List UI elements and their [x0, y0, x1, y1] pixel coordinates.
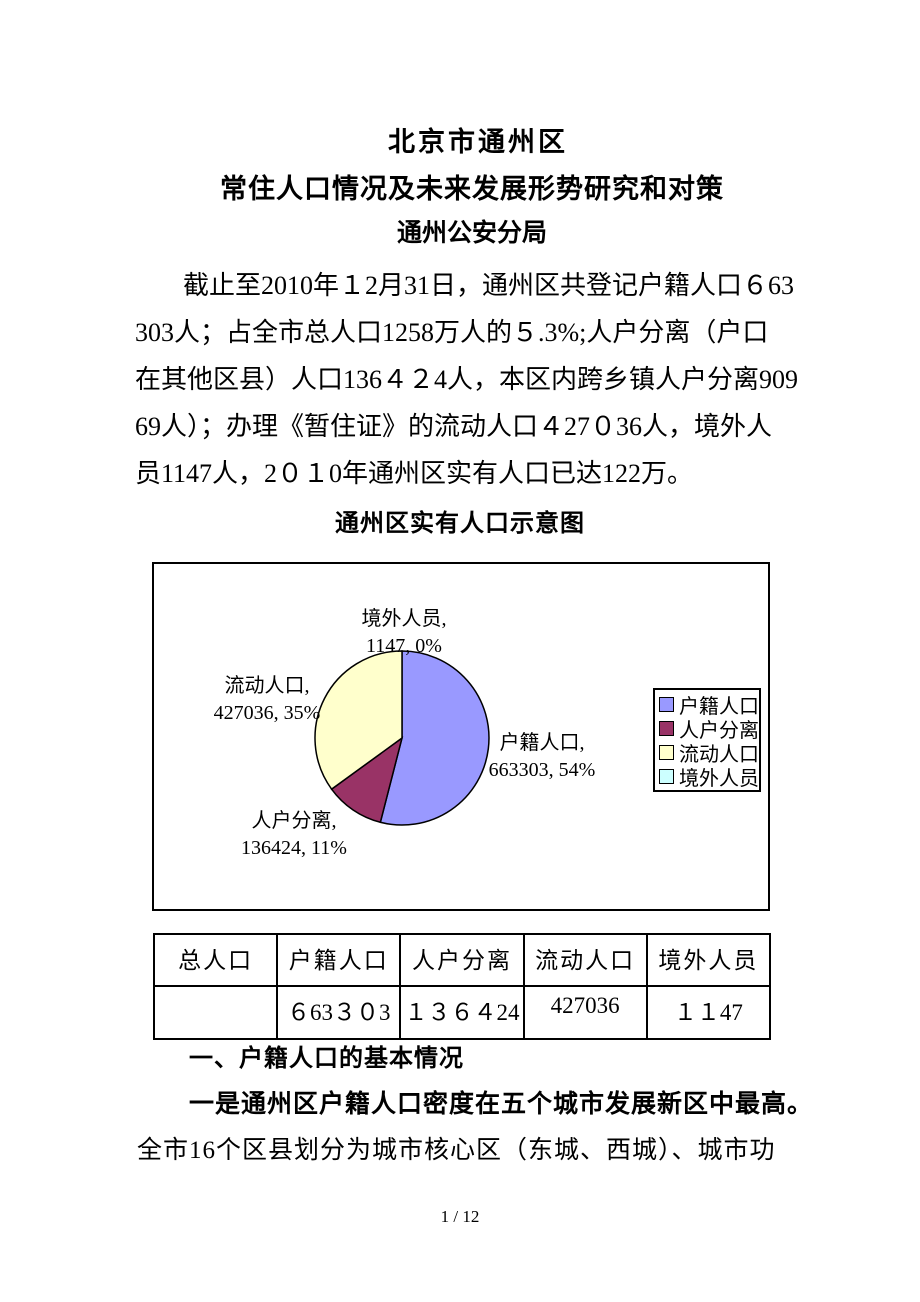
population-table: 总人口 户籍人口 人户分离 流动人口 境外人员 ６63３０3 １３６４24 427036 １１…	[152, 933, 772, 1040]
section-heading: 一、户籍人口的基本情况	[189, 1045, 464, 1072]
paragraph-line-2: 303人；占全市总人口1258万人的５.3%;人户分离（户口	[135, 318, 769, 347]
chart-title: 通州区实有人口示意图	[335, 510, 585, 537]
pie-label-line: 户籍人口,	[499, 732, 585, 754]
pie-label-line: 人户分离,	[251, 810, 337, 832]
legend-item-liudong: 流动人口	[659, 740, 759, 766]
pie-label-line: 136424, 11%	[241, 837, 347, 859]
legend-label-liudong: 流动人口	[679, 743, 759, 766]
legend-label-jingwai: 境外人员	[679, 767, 759, 790]
paragraph-line-3: 在其他区县）人口136４２4人，本区内跨乡镇人户分离909	[135, 365, 799, 394]
intro-paragraph: 截止至2010年１2月31日，通州区共登记户籍人口６63 303人；占全市总人口1…	[135, 262, 799, 497]
legend-item-jingwai: 境外人员	[659, 764, 759, 790]
pie-slice-liudong	[314, 650, 403, 791]
paragraph-line-5: 员1147人，2０１0年通州区实有人口已达122万。	[135, 459, 694, 488]
table-header-cell-4: 流动人口	[522, 933, 648, 987]
pie-label-liudong: 流动人口, 427036, 35%	[177, 673, 357, 727]
pie-label-line: 流动人口,	[224, 675, 310, 697]
table-value-cell-1	[152, 985, 279, 1040]
section-bold-line: 一是通州区户籍人口密度在五个城市发展新区中最高。	[189, 1091, 814, 1118]
pie-slice-huji	[379, 650, 490, 826]
legend-swatch-liudong	[659, 744, 674, 760]
doc-subtitle-agency: 通州公安分局	[396, 220, 547, 247]
pie-label-line: 1147, 0%	[366, 635, 442, 657]
pie-label-line: 427036, 35%	[213, 702, 321, 724]
pie-label-jingwai: 境外人员, 1147, 0%	[314, 606, 494, 660]
page-number: 1 / 12	[440, 1207, 480, 1226]
doc-title-line2: 常住人口情况及未来发展形势研究和对策	[220, 174, 724, 204]
legend-swatch-renhu	[659, 720, 674, 736]
table-header-row: 总人口 户籍人口 人户分离 流动人口 境外人员	[152, 933, 772, 987]
table-value-row: ６63３０3 １３６４24 427036 １１47	[152, 985, 772, 1040]
legend-swatch-jingwai	[659, 768, 674, 784]
table-value-cell-3: １３６４24	[399, 985, 525, 1040]
doc-title-line1: 北京市通州区	[388, 127, 568, 157]
pie-chart-frame: 户籍人口, 663303, 54% 人户分离, 136424, 11% 流动人口, 427…	[152, 562, 770, 911]
legend-item-huji: 户籍人口	[659, 692, 759, 718]
legend-item-renhu: 人户分离	[659, 716, 759, 742]
pie-label-huji: 户籍人口, 663303, 54%	[452, 730, 632, 784]
pie-label-line: 境外人员,	[361, 608, 447, 630]
pie-label-line: 663303, 54%	[488, 759, 596, 781]
legend-label-renhu: 人户分离	[679, 719, 759, 742]
paragraph-line-1: 截止至2010年１2月31日，通州区共登记户籍人口６63	[183, 271, 795, 300]
legend-swatch-huji	[659, 696, 674, 712]
pie-label-renhu: 人户分离, 136424, 11%	[204, 808, 384, 862]
table-value-cell-4: 427036	[522, 985, 648, 1040]
paragraph-line-4: 69人）；办理《暂住证》的流动人口４27０36人，境外人	[135, 412, 773, 441]
chart-legend: 户籍人口 人户分离 流动人口 境外人员	[653, 688, 761, 792]
table-header-cell-2: 户籍人口	[276, 933, 402, 987]
table-header-cell-5: 境外人员	[645, 933, 772, 987]
table-value-cell-2: ６63３０3	[276, 985, 402, 1040]
section-text-line: 全市16个区县划分为城市核心区（东城、西城）、城市功	[137, 1137, 776, 1164]
table-header-cell-3: 人户分离	[399, 933, 525, 987]
table-value-cell-5: １１47	[645, 985, 772, 1040]
table-header-cell-1: 总人口	[152, 933, 279, 987]
pie-svg	[314, 650, 490, 826]
legend-label-huji: 户籍人口	[679, 695, 759, 718]
